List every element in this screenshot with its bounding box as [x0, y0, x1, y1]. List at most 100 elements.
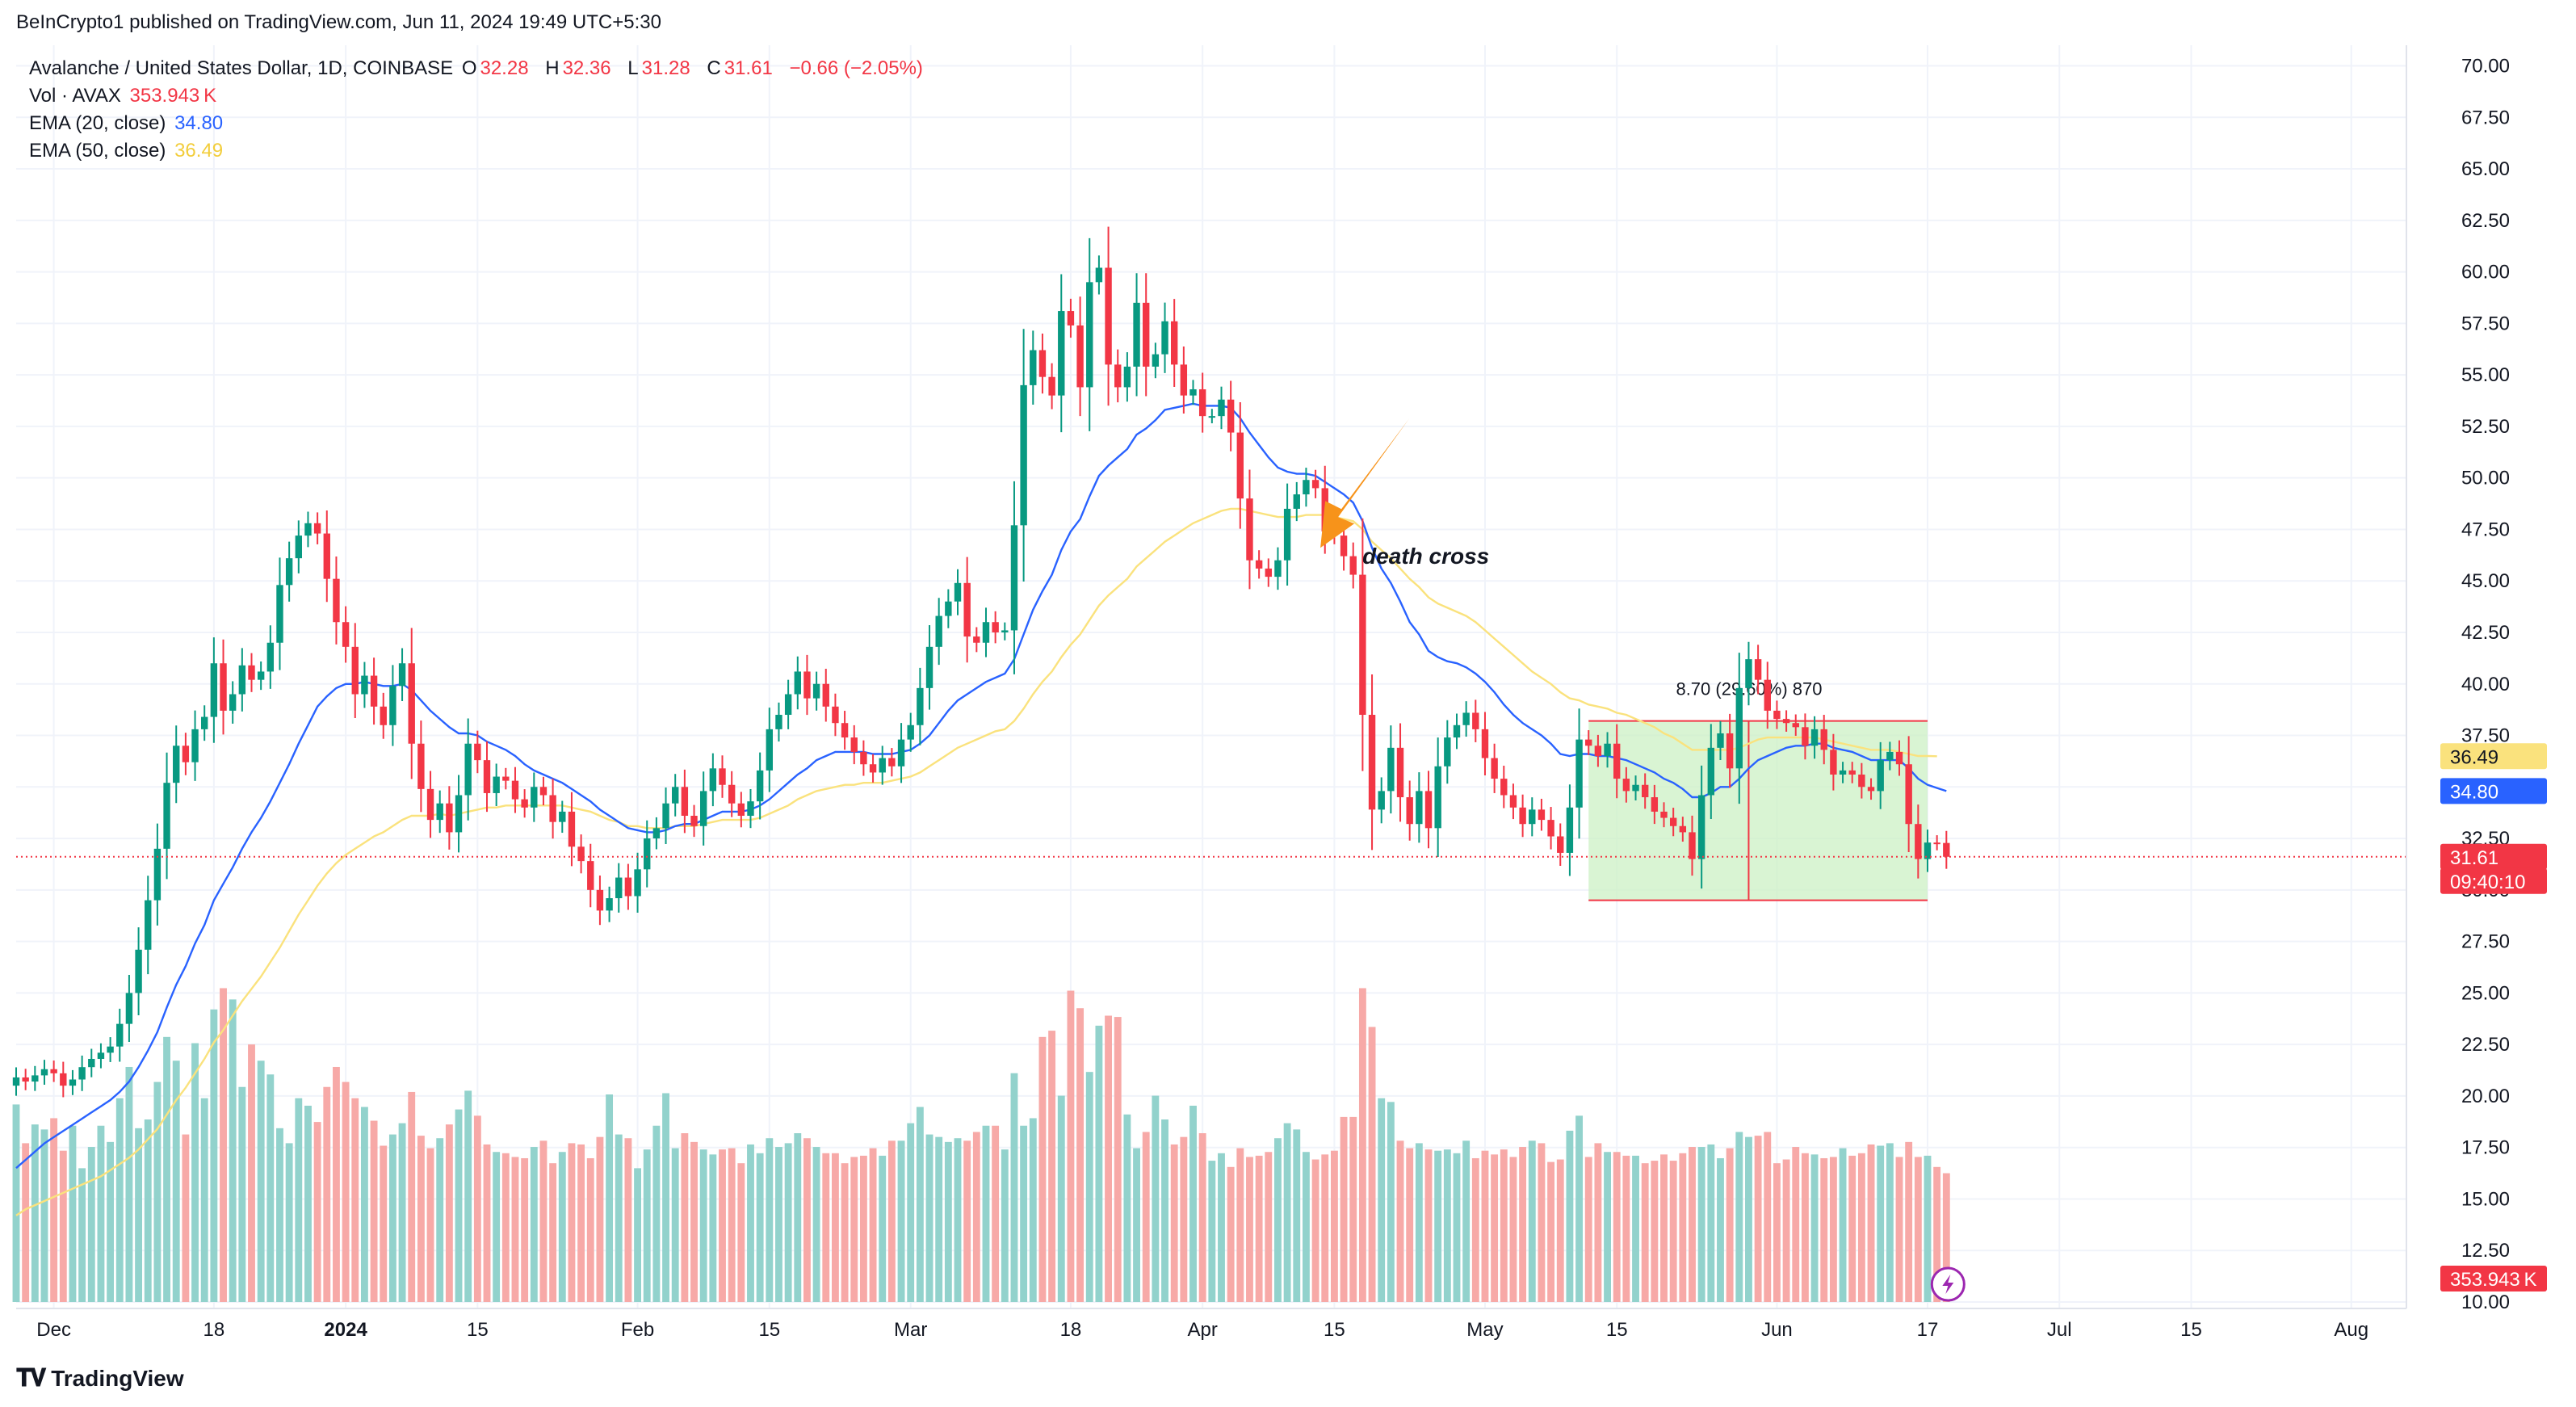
- candle-body: [1651, 797, 1659, 812]
- volume-bar: [1877, 1145, 1885, 1302]
- candle-body: [351, 646, 359, 695]
- volume-legend[interactable]: Vol · AVAX 353.943 K: [29, 82, 220, 110]
- candle-body: [775, 715, 782, 729]
- volume-bar: [1575, 1115, 1584, 1302]
- volume-bars: [12, 988, 1950, 1302]
- candle-body: [1895, 751, 1903, 765]
- volume-bar: [1387, 1102, 1395, 1302]
- price-axis[interactable]: 70.00 67.50 65.00 62.50 60.00 57.50 55.00 52.50…: [2406, 45, 2510, 1313]
- volume-bar: [1481, 1150, 1489, 1302]
- ema50-label: EMA (50, close): [29, 140, 166, 162]
- volume-bar: [1293, 1129, 1301, 1302]
- candle-body: [794, 671, 801, 695]
- candle-body: [50, 1069, 57, 1073]
- candle-body: [1585, 739, 1592, 746]
- close-value: 31.61: [724, 57, 773, 79]
- candle-body: [1867, 787, 1875, 792]
- candle-body: [389, 686, 396, 725]
- volume-bar: [634, 1168, 641, 1302]
- volume-bar: [1396, 1140, 1404, 1302]
- volume-bar: [229, 999, 237, 1302]
- candle-body: [1143, 302, 1150, 367]
- ema20-legend[interactable]: EMA (20, close) 34.80: [29, 110, 226, 137]
- candle-body: [1745, 659, 1752, 688]
- candle-body: [1161, 321, 1168, 355]
- volume-bar: [1839, 1148, 1847, 1302]
- volume-bar: [87, 1147, 95, 1302]
- candle-body: [1717, 733, 1724, 748]
- candle-body: [624, 877, 632, 897]
- volume-bar: [1208, 1161, 1216, 1302]
- volume-bar: [756, 1153, 764, 1302]
- candle-body: [511, 780, 519, 800]
- candle-body: [31, 1075, 39, 1082]
- volume-bar: [333, 1066, 340, 1302]
- x-tick-label: 2024: [324, 1319, 367, 1341]
- volume-bar: [182, 1134, 190, 1302]
- volume-bar: [775, 1147, 782, 1302]
- volume-bar: [323, 1086, 331, 1302]
- candle-body: [1632, 784, 1639, 792]
- volume-bar: [1453, 1153, 1461, 1302]
- candle-body: [1349, 556, 1357, 575]
- ema50-line[interactable]: [15, 507, 1937, 1216]
- candle-body: [719, 768, 726, 785]
- candle-body: [869, 764, 877, 773]
- volume-badge: [2440, 1266, 2547, 1292]
- y-tick-label: 25.00: [2461, 982, 2510, 1004]
- candle-body: [1802, 727, 1809, 746]
- volume-bar: [1010, 1073, 1018, 1302]
- candle-body: [1236, 432, 1244, 499]
- candle-body: [1547, 820, 1554, 837]
- volume-bar: [200, 1098, 208, 1302]
- volume-bar: [897, 1140, 905, 1302]
- volume-bar: [869, 1148, 877, 1302]
- candle-body: [1905, 764, 1912, 825]
- measure-range-box[interactable]: 8.70 (29.60%) 870: [1588, 679, 1928, 901]
- symbol-legend[interactable]: Avalanche / United States Dollar, 1D, CO…: [29, 55, 926, 82]
- candle-body: [577, 846, 585, 862]
- candle-body: [1660, 811, 1668, 818]
- volume-bar: [1170, 1144, 1178, 1302]
- candle-body: [1575, 739, 1583, 808]
- y-tick-label: 17.50: [2461, 1137, 2510, 1159]
- candle-body: [1170, 321, 1178, 365]
- volume-bar: [539, 1140, 548, 1302]
- candle-body: [606, 898, 613, 911]
- volume-bar: [1330, 1150, 1338, 1302]
- volume-bar: [1274, 1138, 1282, 1302]
- tradingview-logo[interactable]: 𝐓𝐕 TradingView: [16, 1365, 184, 1392]
- candlesticks[interactable]: [12, 226, 1950, 1098]
- volume-bar: [1566, 1130, 1574, 1302]
- candle-body: [690, 816, 698, 826]
- volume-bar: [511, 1157, 519, 1302]
- x-tick-label: 18: [203, 1319, 225, 1341]
- x-tick-label: 15: [2180, 1319, 2202, 1341]
- candle-body: [1697, 795, 1705, 859]
- volume-bar: [295, 1098, 303, 1302]
- ema20-line[interactable]: [15, 402, 1947, 1170]
- candle-body: [1792, 723, 1799, 728]
- volume-bar: [1236, 1148, 1244, 1302]
- candle-body: [672, 787, 679, 804]
- volume-bar: [31, 1124, 39, 1302]
- candle-body: [248, 665, 255, 680]
- volume-bar: [1076, 1008, 1085, 1302]
- y-tick-label: 52.50: [2461, 416, 2510, 438]
- time-axis[interactable]: Dec 18 2024 15 Feb 15 Mar 18 Apr 15 May 15 Jun 17 Jul 1…: [16, 1308, 2406, 1341]
- volume-bar: [107, 1141, 115, 1302]
- volume-bar: [1622, 1155, 1630, 1302]
- volume-bar: [1029, 1118, 1037, 1302]
- candle-body: [88, 1059, 95, 1068]
- candle-body: [1735, 687, 1743, 769]
- lightning-glyph: [1942, 1275, 1954, 1294]
- volume-bar: [1556, 1159, 1564, 1302]
- candle-body: [1227, 399, 1235, 433]
- candle-body: [342, 622, 350, 647]
- candle-body: [860, 751, 867, 765]
- volume-bar: [577, 1144, 585, 1302]
- ema50-legend[interactable]: EMA (50, close) 36.49: [29, 137, 226, 165]
- candle-body: [634, 869, 641, 897]
- range-fill: [1588, 720, 1928, 901]
